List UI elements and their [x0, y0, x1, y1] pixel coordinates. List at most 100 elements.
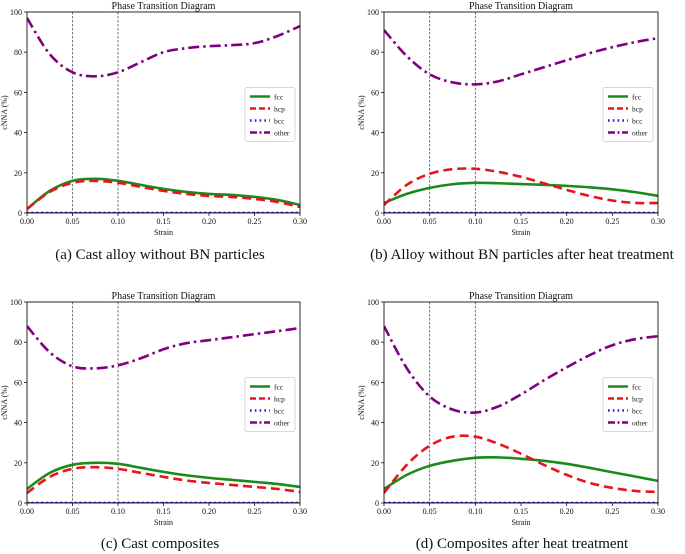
y-tick-label: 20 — [371, 169, 379, 178]
chart-title: Phase Transition Diagram — [112, 291, 216, 302]
legend-label-bcc: bcc — [632, 116, 643, 125]
chart-panel: Phase Transition Diagram 0.00 0.05 0.10 0.15… — [357, 1, 675, 263]
y-tick-label: 20 — [14, 459, 22, 468]
x-tick-label: 0.10 — [468, 217, 482, 226]
series-line-fcc — [384, 455, 658, 491]
series-group — [27, 17, 300, 213]
y-tick-label: 100 — [367, 8, 379, 17]
plot-frame — [383, 11, 659, 214]
y-tick-label: 40 — [371, 419, 379, 428]
y-tick-label: 20 — [14, 169, 22, 178]
y-tick-label: 100 — [10, 8, 22, 17]
plot-frame — [26, 301, 301, 504]
legend-label-fcc: fcc — [274, 382, 284, 391]
chart-panel: Phase Transition Diagram 0.00 0.05 0.10 0.15… — [0, 291, 307, 552]
legend-label-hcp: hcp — [274, 104, 285, 113]
x-tick-label: 0.30 — [293, 507, 307, 516]
x-tick-label: 0.05 — [66, 217, 80, 226]
x-tick-label: 0.30 — [293, 217, 307, 226]
legend-label-hcp: hcp — [274, 394, 285, 403]
legend-label-fcc: fcc — [632, 382, 642, 391]
series-line-hcp — [27, 179, 300, 211]
y-tick-label: 40 — [14, 129, 22, 138]
y-tick-label: 80 — [371, 338, 379, 347]
x-tick-label: 0.20 — [202, 507, 216, 516]
legend-label-hcp: hcp — [632, 394, 643, 403]
series-group — [384, 29, 658, 213]
x-axis-label: Strain — [511, 518, 530, 527]
series-line-hcp — [384, 434, 658, 494]
panel-caption: (c) Cast composites — [101, 536, 219, 552]
legend-label-other: other — [274, 128, 290, 137]
legend-label-bcc: bcc — [274, 116, 285, 125]
x-tick-label: 0.00 — [20, 217, 34, 226]
chart-title: Phase Transition Diagram — [469, 291, 573, 302]
x-tick-label: 0.25 — [605, 217, 619, 226]
x-tick-label: 0.05 — [66, 507, 80, 516]
chart-panel: Phase Transition Diagram 0.00 0.05 0.10 0.15… — [0, 1, 307, 263]
y-tick-label: 60 — [14, 88, 22, 97]
panel-caption: (d) Composites after heat treatment — [416, 536, 629, 552]
y-tick-label: 80 — [14, 48, 22, 57]
y-tick-label: 60 — [14, 378, 22, 387]
series-line-other — [384, 29, 658, 86]
y-tick-label: 60 — [371, 378, 379, 387]
y-tick-label: 0 — [375, 209, 379, 218]
y-tick-label: 20 — [371, 459, 379, 468]
y-tick-label: 100 — [10, 298, 22, 307]
x-tick-label: 0.00 — [377, 217, 391, 226]
x-axis-label: Strain — [511, 228, 530, 237]
y-tick-label: 80 — [371, 48, 379, 57]
series-line-fcc — [384, 181, 658, 205]
x-axis-label: Strain — [154, 228, 173, 237]
series-line-hcp — [27, 465, 300, 495]
y-axis-label: cNNA (%) — [0, 95, 9, 130]
legend-label-other: other — [632, 418, 648, 427]
series-line-other — [384, 325, 658, 414]
x-tick-label: 0.25 — [248, 217, 262, 226]
series-line-hcp — [384, 167, 658, 206]
legend-label-bcc: bcc — [274, 406, 285, 415]
x-tick-label: 0.10 — [111, 507, 125, 516]
y-tick-label: 40 — [14, 419, 22, 428]
legend-label-fcc: fcc — [274, 92, 284, 101]
y-tick-label: 0 — [375, 499, 379, 508]
y-tick-label: 40 — [371, 129, 379, 138]
y-axis-label: cNNA (%) — [357, 95, 366, 130]
x-tick-label: 0.05 — [423, 217, 437, 226]
y-axis-label: cNNA (%) — [357, 385, 366, 420]
x-tick-label: 0.10 — [111, 217, 125, 226]
chart-title: Phase Transition Diagram — [112, 1, 216, 12]
legend-box — [244, 87, 296, 142]
x-tick-label: 0.25 — [605, 507, 619, 516]
legend-box — [244, 377, 296, 432]
x-tick-label: 0.10 — [468, 507, 482, 516]
x-tick-label: 0.30 — [651, 507, 665, 516]
legend: fcc hcp bcc other — [602, 87, 654, 142]
y-tick-label: 0 — [18, 209, 22, 218]
x-tick-label: 0.15 — [514, 217, 528, 226]
y-tick-label: 0 — [18, 499, 22, 508]
panel-caption: (a) Cast alloy without BN particles — [55, 247, 265, 263]
x-tick-label: 0.00 — [377, 507, 391, 516]
x-tick-label: 0.30 — [651, 217, 665, 226]
chart-panel: Phase Transition Diagram 0.00 0.05 0.10 0.15… — [357, 291, 665, 552]
y-tick-label: 60 — [371, 88, 379, 97]
x-tick-label: 0.05 — [423, 507, 437, 516]
x-tick-label: 0.20 — [560, 507, 574, 516]
x-tick-label: 0.15 — [157, 217, 171, 226]
y-tick-label: 100 — [367, 298, 379, 307]
series-group — [384, 325, 658, 503]
legend: fcc hcp bcc other — [244, 87, 296, 142]
legend-label-hcp: hcp — [632, 104, 643, 113]
x-tick-label: 0.20 — [202, 217, 216, 226]
x-tick-label: 0.15 — [157, 507, 171, 516]
series-line-fcc — [27, 461, 300, 490]
legend-box — [602, 377, 654, 432]
series-line-fcc — [27, 177, 300, 210]
x-tick-label: 0.20 — [560, 217, 574, 226]
series-line-other — [27, 17, 300, 78]
x-tick-label: 0.00 — [20, 507, 34, 516]
plot-frame — [26, 11, 301, 214]
